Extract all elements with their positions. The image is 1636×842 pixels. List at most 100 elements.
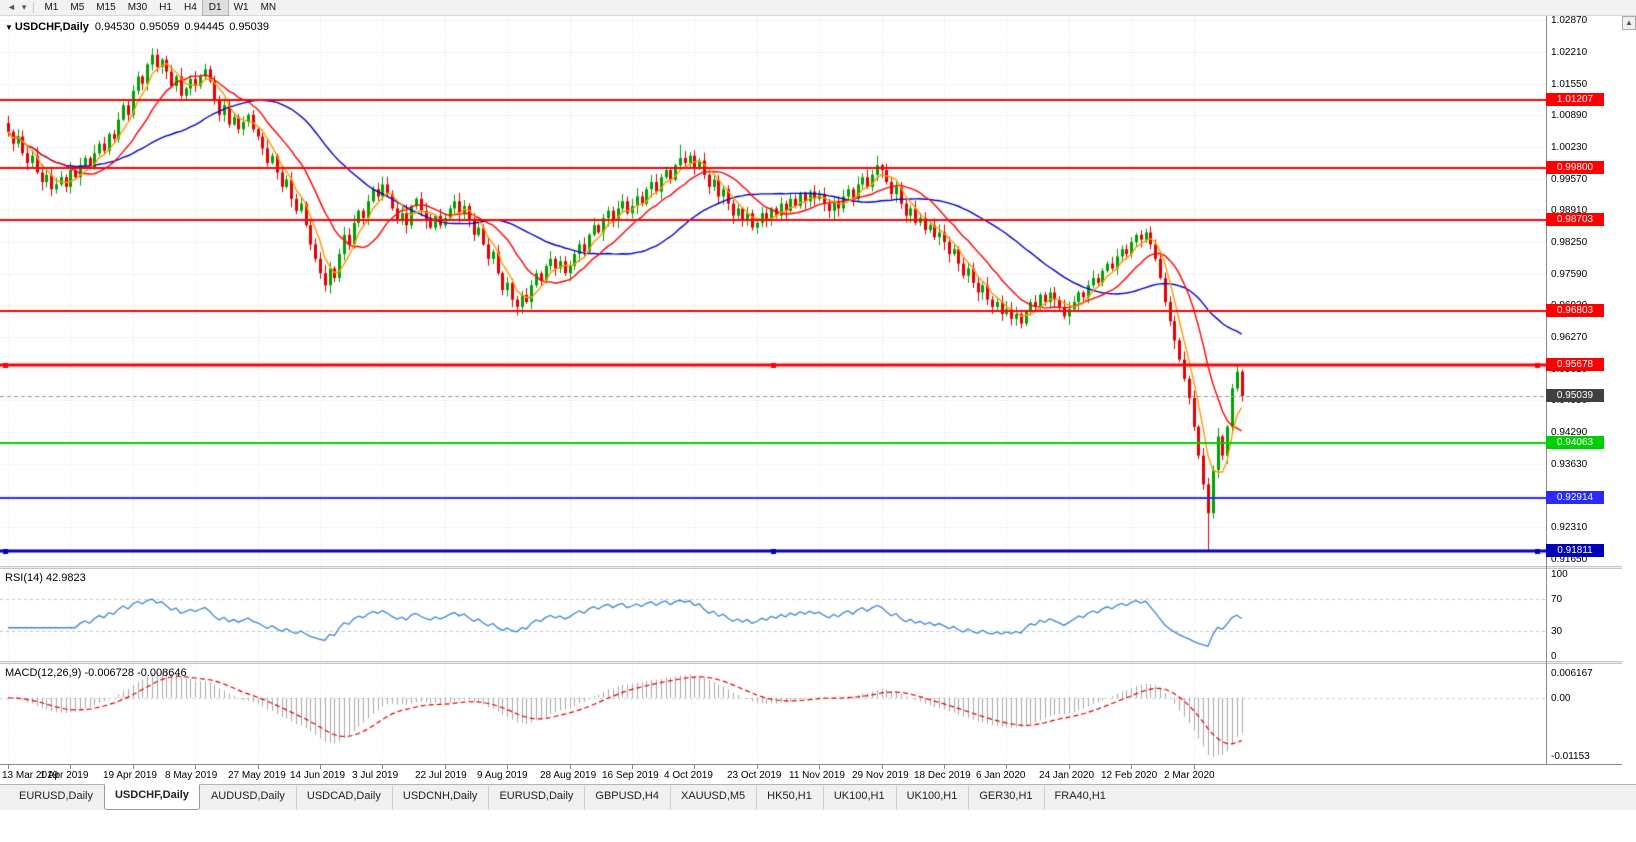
chart-ohlc-header: ▼ USDCHF,Daily 0.94530 0.95059 0.94445 0.9503…	[5, 21, 274, 33]
date-tick	[1131, 765, 1132, 769]
date-label: 28 Aug 2019	[540, 770, 597, 781]
timeframe-button-h4[interactable]: H4	[183, 2, 197, 13]
timeframe-button-m15[interactable]: M15	[96, 2, 116, 13]
date-label: 3 Jul 2019	[352, 770, 399, 781]
chart-scrollbar[interactable]: ▲	[1622, 16, 1636, 784]
timeframe-button-mn[interactable]: MN	[260, 2, 277, 13]
date-tick	[944, 765, 945, 769]
price-axis-label: 0.94290	[1551, 427, 1588, 439]
hline-price-tag: 0.99800	[1546, 160, 1604, 174]
date-tick	[757, 765, 758, 769]
hline-price-tag: 0.92914	[1546, 491, 1604, 505]
date-tick	[570, 765, 571, 769]
timeframe-button-h1[interactable]: H1	[159, 2, 172, 13]
date-tick	[445, 765, 446, 769]
date-label: 2 Mar 2020	[1164, 770, 1215, 781]
rsi-axis-label: 100	[1551, 569, 1568, 580]
panel-splitter[interactable]	[0, 566, 1636, 569]
chart-tab-usdchf-daily[interactable]: USDCHF,Daily	[103, 784, 200, 810]
chart-tab-eurusd-daily[interactable]: EURUSD,Daily	[19, 790, 93, 802]
price-axis-label: 0.92310	[1551, 522, 1588, 534]
price-axis[interactable]: 1.02870 1.02210 1.01550 1.00890 1.00230 0.995…	[1546, 15, 1636, 784]
date-tick	[694, 765, 695, 769]
price-axis-label: 0.99570	[1551, 173, 1588, 185]
date-tick	[195, 765, 196, 769]
ohlc-high: 0.95059	[139, 21, 180, 33]
chart-overflow-icon[interactable]: ◄	[7, 2, 16, 12]
macd-header: MACD(12,26,9) -0.006728 -0.008646	[5, 667, 187, 679]
date-tick	[382, 765, 383, 769]
date-tick	[1069, 765, 1070, 769]
macd-axis-label: -0.01153	[1551, 751, 1590, 762]
macd-canvas[interactable]	[0, 664, 1546, 764]
price-axis-label: 1.00230	[1551, 142, 1588, 154]
chart-tab-usdcad-daily[interactable]: USDCAD,Daily	[295, 785, 392, 810]
chart-tab-audusd-daily[interactable]: AUDUSD,Daily	[210, 790, 285, 802]
date-tick	[70, 765, 71, 769]
date-label: 9 Aug 2019	[477, 770, 528, 781]
dropdown-caret-icon[interactable]: ▾	[21, 2, 27, 12]
date-label: 13 Mar 2019	[2, 770, 59, 781]
timeframe-button-m30[interactable]: M30	[127, 2, 148, 13]
rsi-canvas[interactable]	[0, 569, 1546, 661]
ohlc-low: 0.94445	[184, 21, 225, 33]
price-axis-label: 1.02210	[1551, 46, 1588, 58]
date-label: 14 Jun 2019	[290, 770, 346, 781]
date-axis[interactable]: 13 Mar 2019 1 Apr 2019 19 Apr 2019 8 May 20…	[0, 764, 1636, 784]
date-label: 1 Apr 2019	[40, 770, 89, 781]
panel-splitter[interactable]	[0, 661, 1636, 664]
chart-tab-gbpusd-h4[interactable]: GBPUSD,H4	[584, 785, 670, 810]
chart-tab-ger30-h1[interactable]: GER30,H1	[968, 785, 1043, 810]
rsi-value: 42.9823	[45, 572, 86, 584]
price-axis-label: 0.97590	[1551, 268, 1588, 280]
chart-tabbar: EURUSD,Daily USDCHF,Daily AUDUSD,Daily USDC…	[0, 784, 1636, 810]
date-label: 29 Nov 2019	[852, 770, 909, 781]
macd-signal-value: -0.008646	[137, 667, 187, 679]
main-chart-canvas[interactable]	[0, 16, 1546, 566]
timeframe-button-m1[interactable]: M1	[44, 2, 59, 13]
hline-price-tag: 0.94063	[1546, 435, 1604, 449]
chart-tab-usdcnh-daily[interactable]: USDCNH,Daily	[391, 785, 489, 810]
chart-menu-icon[interactable]: ▼	[5, 23, 13, 32]
hline-price-tag: 0.91811	[1546, 544, 1604, 558]
hline-price-tag: 0.96803	[1546, 304, 1604, 318]
current-price-tag: 0.95039	[1546, 389, 1604, 403]
rsi-indicator-name: RSI(14)	[5, 572, 43, 584]
macd-axis-label: 0.006167	[1551, 668, 1593, 679]
chart-tab-hk50-h1[interactable]: HK50,H1	[756, 785, 823, 810]
chart-symbol: USDCHF,Daily	[14, 21, 89, 33]
chart-tab-uk100-h1[interactable]: UK100,H1	[822, 785, 896, 810]
rsi-axis-label: 30	[1551, 626, 1563, 638]
chart-tab-eurusd-daily[interactable]: EURUSD,Daily	[488, 785, 584, 810]
date-tick	[1194, 765, 1195, 769]
price-axis-label: 1.01550	[1551, 78, 1588, 90]
date-tick	[133, 765, 134, 769]
chart-tab-fra40-h1[interactable]: FRA40,H1	[1043, 785, 1117, 810]
toolbar-separator	[33, 2, 35, 13]
date-label: 12 Feb 2020	[1101, 770, 1158, 781]
timeframe-button-w1[interactable]: W1	[233, 2, 249, 13]
ohlc-open: 0.94530	[94, 21, 135, 33]
timeframe-toolbar: ◄ ▾ M1 M5 M15 M30 H1 H4 D1 W1 MN	[0, 0, 1636, 16]
date-label: 4 Oct 2019	[664, 770, 713, 781]
chart-tab-uk100-h1[interactable]: UK100,H1	[895, 785, 969, 810]
timeframe-buttons: M1 M5 M15 M30 H1 H4 D1 W1 MN	[38, 0, 282, 16]
hline-price-tag: 1.01207	[1546, 93, 1604, 107]
hline-price-tag: 0.98703	[1546, 213, 1604, 227]
price-axis-label: 0.96270	[1551, 332, 1588, 344]
chart-tab-xauusd-m5[interactable]: XAUUSD,M5	[669, 785, 756, 810]
price-axis-label: 0.98910	[1551, 205, 1588, 217]
date-label: 24 Jan 2020	[1039, 770, 1095, 781]
timeframe-button-d1[interactable]: D1	[201, 0, 229, 16]
date-label: 8 May 2019	[165, 770, 218, 781]
macd-main-value: -0.006728	[84, 667, 135, 679]
date-label: 18 Dec 2019	[914, 770, 971, 781]
date-label: 22 Jul 2019	[415, 770, 467, 781]
rsi-axis-label: 0	[1551, 651, 1557, 662]
date-label: 23 Oct 2019	[727, 770, 782, 781]
timeframe-button-m5[interactable]: M5	[70, 2, 85, 13]
date-tick	[632, 765, 633, 769]
date-label: 6 Jan 2020	[976, 770, 1026, 781]
date-label: 11 Nov 2019	[789, 770, 845, 781]
